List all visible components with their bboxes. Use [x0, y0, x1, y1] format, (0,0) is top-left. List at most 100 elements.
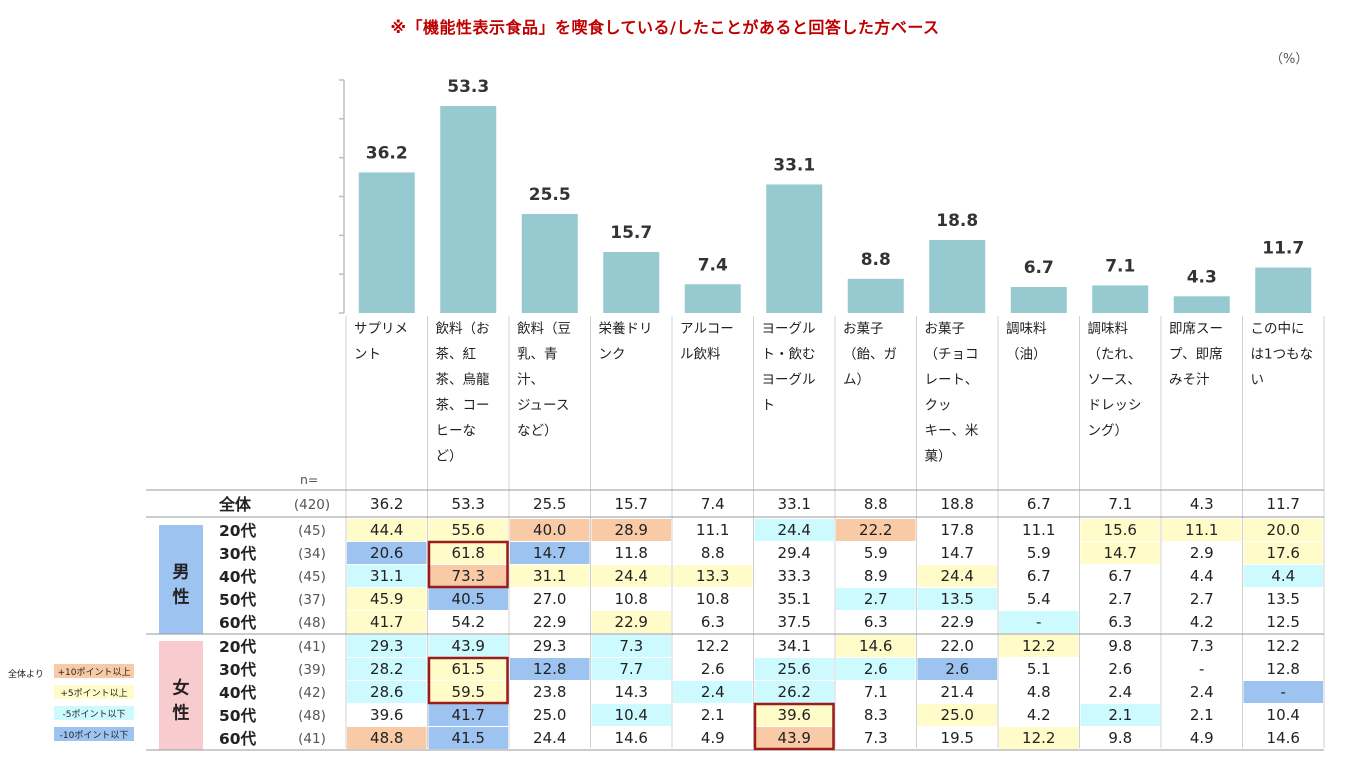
- table-cell: 2.7: [1190, 590, 1214, 608]
- table-cell: 4.4: [1190, 567, 1214, 585]
- cell-fill: [347, 635, 427, 657]
- group-label: 性: [173, 703, 190, 724]
- table-cell: 12.8: [1267, 660, 1300, 678]
- table-cell: 29.3: [533, 637, 566, 655]
- table-cell: 24.4: [778, 521, 811, 539]
- cell-fill: [347, 681, 427, 703]
- data-label: 33.1: [773, 155, 815, 175]
- table-cell: 2.1: [701, 706, 725, 724]
- cell-fill: [591, 565, 671, 587]
- table-cell: 61.5: [452, 660, 485, 678]
- cell-fill: [1243, 681, 1323, 703]
- table-cell: 4.9: [701, 729, 725, 747]
- cell-fill: [510, 565, 590, 587]
- table-cell: 11.8: [615, 544, 648, 562]
- table-cell: 8.9: [864, 567, 888, 585]
- table-cell: 33.1: [778, 495, 811, 513]
- category-label: （油）: [1006, 347, 1047, 363]
- table-cell: -: [1199, 660, 1204, 678]
- category-label: （たれ、: [1088, 347, 1142, 363]
- table-cell: 13.3: [696, 567, 729, 585]
- table-cell: 4.2: [1190, 613, 1214, 631]
- table-cell: 2.6: [945, 660, 969, 678]
- data-label: 15.7: [610, 223, 652, 243]
- row-label-age: 50代: [219, 590, 257, 609]
- legend-item-minus5: -5ポイント以下: [54, 706, 134, 720]
- cell-fill: [1162, 519, 1242, 541]
- table-cell: 2.4: [701, 683, 725, 701]
- cell-fill: [428, 519, 508, 541]
- table-cell: 2.7: [864, 590, 888, 608]
- row-label-age: 20代: [219, 521, 257, 540]
- table-cell: 13.5: [1267, 590, 1300, 608]
- table-cell: 43.9: [778, 729, 811, 747]
- table-cell: 24.4: [615, 567, 648, 585]
- cell-fill: [510, 542, 590, 564]
- category-label: ング）: [1088, 423, 1129, 439]
- table-cell: 5.9: [1027, 544, 1051, 562]
- cell-fill: [836, 519, 916, 541]
- row-n: (37): [298, 592, 326, 608]
- category-label: 即席スー: [1169, 321, 1223, 337]
- category-label: ジュース: [517, 398, 569, 414]
- table-cell: 54.2: [452, 613, 485, 631]
- table-cell: 6.7: [1027, 495, 1051, 513]
- category-label: ど）: [436, 449, 463, 465]
- table-cell: 5.4: [1027, 590, 1051, 608]
- category-label: ル飲料: [680, 347, 721, 363]
- cell-fill: [1080, 542, 1160, 564]
- table-cell: 37.5: [778, 613, 811, 631]
- table-cell: 41.7: [370, 613, 403, 631]
- table-cell: 8.8: [864, 495, 888, 513]
- table-cell: 7.7: [619, 660, 643, 678]
- table-cell: 4.8: [1027, 683, 1051, 701]
- highlight-box: [427, 656, 509, 705]
- cell-fill: [428, 565, 508, 587]
- cell-fill: [428, 727, 508, 749]
- table-cell: 7.1: [864, 683, 888, 701]
- data-label: 8.8: [861, 250, 891, 270]
- table-cell: 41.5: [452, 729, 485, 747]
- table-cell: 2.6: [864, 660, 888, 678]
- cell-fill: [917, 658, 997, 680]
- category-label: レート、: [925, 372, 979, 388]
- table-cell: 11.1: [1022, 521, 1055, 539]
- table-cell: 6.7: [1108, 567, 1132, 585]
- table-cell: 31.1: [370, 567, 403, 585]
- table-cell: 14.7: [533, 544, 566, 562]
- table-cell: 40.5: [452, 590, 485, 608]
- cell-fill: [754, 727, 834, 749]
- cell-fill: [428, 704, 508, 726]
- row-n: (41): [298, 731, 326, 747]
- category-label: ソース、: [1088, 372, 1141, 388]
- cell-fill: [510, 658, 590, 680]
- category-label: 菓）: [925, 449, 952, 465]
- table-cell: 12.2: [1022, 729, 1055, 747]
- table-cell: 61.8: [452, 544, 485, 562]
- table-cell: -: [1036, 613, 1041, 631]
- table-cell: -: [1281, 683, 1286, 701]
- table-cell: 2.7: [1108, 590, 1132, 608]
- cell-fill: [999, 611, 1079, 633]
- data-label: 11.7: [1262, 239, 1304, 259]
- table-cell: 6.7: [1027, 567, 1051, 585]
- data-label: 7.1: [1105, 256, 1135, 276]
- highlight-box: [753, 702, 835, 751]
- unit-label: （%）: [1270, 52, 1309, 67]
- table-cell: 43.9: [452, 637, 485, 655]
- cell-fill: [347, 658, 427, 680]
- cell-fill: [347, 542, 427, 564]
- data-label: 6.7: [1024, 258, 1054, 278]
- table-cell: 12.2: [1267, 637, 1300, 655]
- category-label: い: [1251, 372, 1265, 388]
- table-cell: 31.1: [533, 567, 566, 585]
- table-cell: 9.8: [1108, 729, 1132, 747]
- category-label: （チョコ: [925, 347, 979, 363]
- table-cell: 12.5: [1267, 613, 1300, 631]
- table-cell: 33.3: [778, 567, 811, 585]
- cell-fill: [347, 611, 427, 633]
- group-label: 性: [173, 587, 190, 608]
- category-label: 茶、烏龍: [436, 371, 490, 388]
- table-cell: 19.5: [941, 729, 974, 747]
